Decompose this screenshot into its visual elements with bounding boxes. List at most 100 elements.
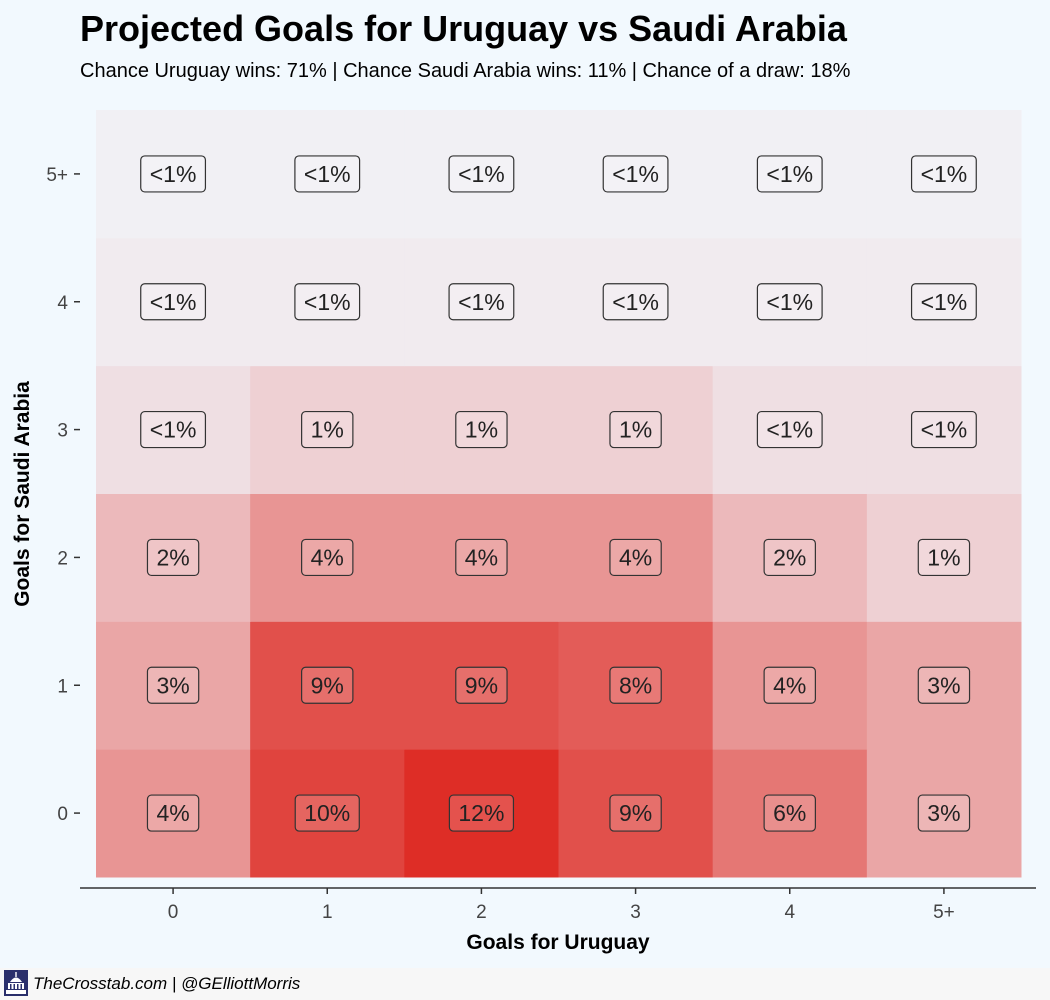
heatmap-cell [250,365,405,494]
heatmap-chart: 4% 10% 12% 9% 6% 3% 3% 9% 9% 8% 4% 3% 2% 4% 4% 4% 2% 1% <1… [11,110,1036,954]
cell-label: <1% [448,283,515,321]
cell-label-text: <1% [150,289,197,315]
cell-label-box [609,794,662,832]
cell-label-text: 8% [619,672,652,698]
heatmap-cell [250,237,405,367]
cell-label-box [455,666,508,704]
cell-label-box [602,283,669,321]
cell-label-text: 3% [156,672,189,698]
cell-label-text: 10% [304,800,350,826]
cell-label-text: 1% [927,544,960,570]
heatmap-cell [404,493,559,622]
cell-label-box [448,794,515,832]
cell-label: <1% [294,155,361,193]
cell-label: 4% [146,794,200,832]
chart-subtitle: Chance Uruguay wins: 71% | Chance Saudi … [80,60,851,82]
cell-label-box [910,155,977,193]
cell-label-box [910,283,977,321]
cell-label-box [301,538,354,577]
cell-label-box [140,410,207,449]
cell-label-text: <1% [921,289,968,315]
heatmap-cell [866,365,1022,494]
cell-label: 12% [448,794,515,832]
cell-label-box [917,794,971,832]
y-tick-label: 4 [57,293,68,314]
cell-label: <1% [448,155,515,193]
y-tick-label: 0 [57,804,68,825]
heatmap-cell [866,237,1022,367]
cell-label-text: <1% [304,161,351,187]
cell-label: 4% [763,666,816,704]
cell-label-text: 4% [156,800,189,826]
cell-label-box [609,538,662,577]
cell-label-box [301,410,354,449]
heatmap-cell [96,749,251,878]
cell-label-box [455,410,508,449]
cell-label: 3% [917,794,971,832]
cell-label-text: 3% [927,800,960,826]
cell-label-box [756,410,823,449]
heatmap-cell [558,365,714,494]
cell-label: 2% [146,538,200,577]
x-axis-title: Goals for Uruguay [466,931,650,954]
cell-label-box [763,538,816,577]
cell-label-text: <1% [304,289,351,315]
cell-label-text: 2% [156,544,189,570]
heatmap-cell [250,110,405,239]
y-tick-label: 1 [57,676,68,697]
heatmap-cell [96,237,251,367]
x-tick-label: 3 [630,902,641,923]
cell-label: <1% [756,155,823,193]
y-tick-label: 3 [57,421,68,442]
cell-label-box [910,410,977,449]
x-tick-label: 1 [322,902,333,923]
cell-label: 9% [301,666,354,704]
cell-label-box [301,666,354,704]
heatmap-cell [866,621,1022,750]
cell-label-text: 9% [311,672,344,698]
y-axis-title: Goals for Saudi Arabia [11,381,34,607]
cell-label: 9% [455,666,508,704]
heatmap-cell [712,365,868,494]
cell-label: <1% [910,283,977,321]
cell-label: <1% [140,283,207,321]
cell-label-text: 4% [311,544,344,570]
cell-label-text: 4% [465,544,498,570]
cell-label-box [294,155,361,193]
cell-label-text: 9% [465,672,498,698]
x-tick-label: 0 [168,902,179,923]
cell-label: 3% [146,666,200,704]
cell-label: 1% [917,538,971,577]
cell-label-box [602,155,669,193]
cell-label: 3% [917,666,971,704]
heatmap-cell [558,749,714,878]
cell-label: <1% [910,155,977,193]
cell-label: 1% [455,410,508,449]
cell-label-box [609,666,662,704]
heatmap-cell [96,365,251,494]
cell-label-text: <1% [766,417,813,443]
cell-label: <1% [140,155,207,193]
cell-label-text: <1% [612,161,659,187]
footer-credit: TheCrosstab.com | @GElliottMorris [33,974,301,993]
heatmap-cell [96,493,251,622]
heatmap-cell [866,110,1022,239]
cell-label-text: 6% [773,800,806,826]
heatmap-cell [404,749,559,878]
heatmap-cell [558,237,714,367]
cell-label: <1% [294,283,361,321]
cell-label-box [917,538,971,577]
cell-label: 2% [763,538,816,577]
y-tick-label: 5+ [46,165,68,186]
cell-label-box [146,666,200,704]
cell-label: 8% [609,666,662,704]
cell-label-text: <1% [458,289,505,315]
heatmap-cell [712,621,868,750]
cell-label-box [146,538,200,577]
cell-label-text: 3% [927,672,960,698]
cell-label-text: <1% [612,289,659,315]
cell-label-box [146,794,200,832]
cell-label-box [455,538,508,577]
cell-label: <1% [140,410,207,449]
